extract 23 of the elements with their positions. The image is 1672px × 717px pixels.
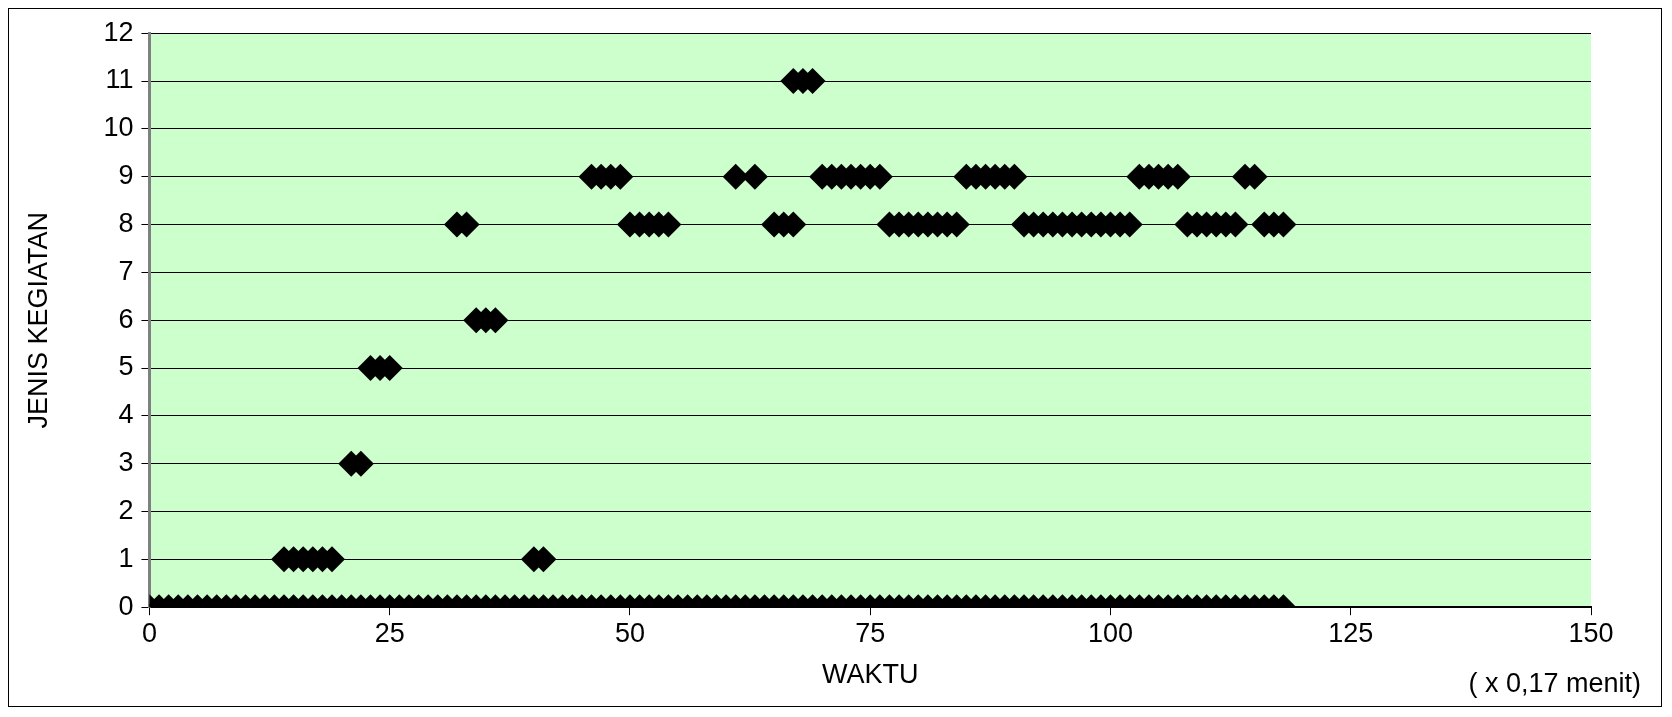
y-tick-label: 8	[118, 207, 134, 238]
x-tick-label: 125	[1328, 617, 1374, 648]
x-tick-label: 150	[1568, 617, 1614, 648]
x-tick-label: 75	[855, 617, 886, 648]
x-axis-title: WAKTU	[821, 659, 919, 690]
y-tick-label: 3	[118, 447, 134, 478]
y-tick-label: 0	[118, 590, 134, 621]
x-tick-label: 0	[141, 617, 157, 648]
y-axis-title: JENIS KEGIATAN	[22, 211, 53, 429]
y-tick-label: 12	[103, 16, 134, 47]
text: ( x 0,17 menit)	[1468, 667, 1641, 698]
x-tick-label: 25	[374, 617, 405, 648]
y-tick-label: 6	[118, 303, 134, 334]
y-tick-label: 9	[118, 160, 134, 191]
x-tick-label: 50	[614, 617, 645, 648]
y-tick-label: 10	[103, 112, 134, 143]
y-tick-label: 5	[118, 351, 134, 382]
y-tick-label: 1	[118, 542, 134, 573]
y-tick-label: 2	[118, 494, 134, 525]
y-tick-label: 7	[118, 255, 134, 286]
x-tick-label: 100	[1087, 617, 1134, 648]
y-tick-label: 4	[118, 399, 134, 430]
y-tick-label: 11	[105, 64, 134, 95]
